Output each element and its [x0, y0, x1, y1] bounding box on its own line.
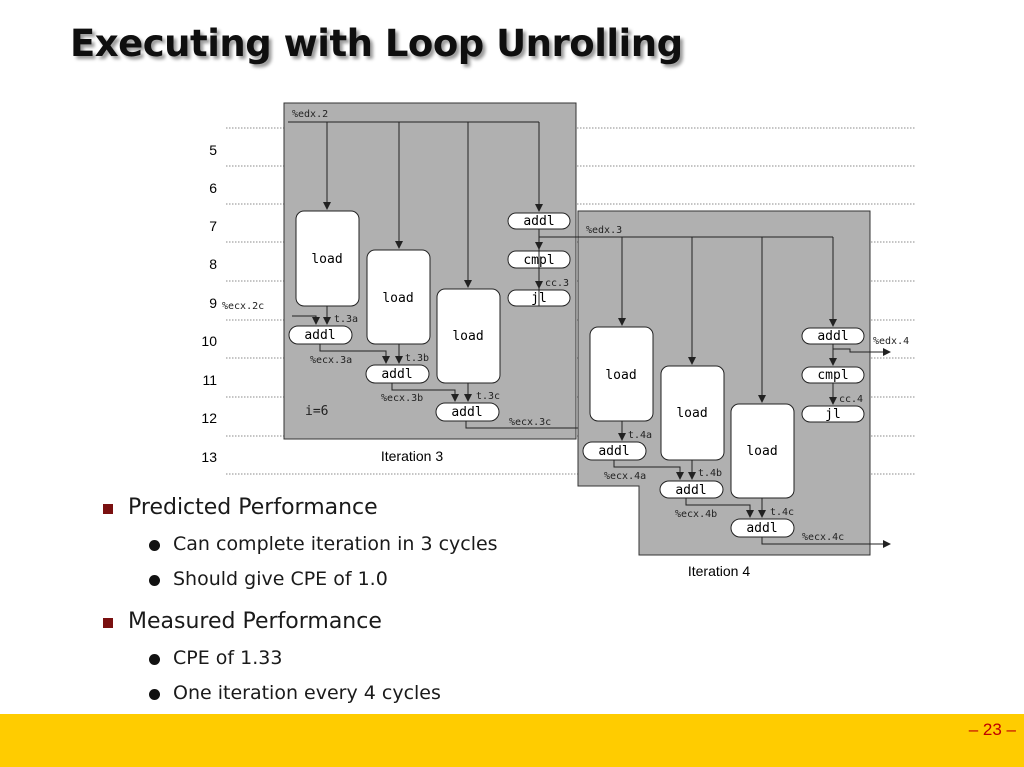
loop-index-label: i=6 — [305, 404, 328, 419]
section-heading: Measured Performance — [128, 609, 382, 634]
bullet-item: Can complete iteration in 3 cycles — [173, 533, 498, 555]
load-node: load — [746, 444, 777, 459]
cycle-label: 11 — [202, 372, 217, 388]
dataflow-diagram: 5 6 7 8 9 10 11 12 13 Iteration 3 %edx.2 — [201, 102, 915, 579]
temp-label: t.4a — [628, 430, 652, 441]
cycle-label: 10 — [201, 333, 217, 349]
addl-node: addl — [381, 367, 412, 382]
load-node: load — [452, 329, 483, 344]
page-number: – 23 – — [968, 720, 1016, 739]
bullet-dot — [149, 654, 160, 665]
ecx-label: %ecx.4c — [802, 532, 844, 543]
load-node: load — [382, 291, 413, 306]
bullet-dot — [149, 575, 160, 586]
section-heading: Predicted Performance — [128, 495, 378, 520]
addl-node: addl — [598, 444, 629, 459]
iteration-3-panel: Iteration 3 %edx.2 load load — [222, 102, 606, 464]
addl-node: addl — [523, 214, 554, 229]
footer-bar: – 23 – — [0, 714, 1024, 767]
temp-label: t.4c — [770, 507, 794, 518]
temp-label: t.3c — [476, 391, 500, 402]
ecx-in-label: %ecx.2c — [222, 301, 264, 312]
cc-label: cc.3 — [545, 278, 569, 289]
addl-node: addl — [675, 483, 706, 498]
bullet-square — [103, 618, 113, 628]
temp-label: t.4b — [698, 468, 722, 479]
ecx-label: %ecx.4b — [675, 509, 717, 520]
addl-node: addl — [304, 328, 335, 343]
bullet-square — [103, 504, 113, 514]
temp-label: t.3a — [334, 314, 358, 325]
bullet-item: One iteration every 4 cycles — [173, 682, 441, 704]
ecx-label: %ecx.3c — [509, 417, 551, 428]
cmpl-node: cmpl — [817, 368, 848, 383]
load-node: load — [605, 368, 636, 383]
addl-node: addl — [746, 521, 777, 536]
jl-node: jl — [825, 407, 841, 422]
bullet-dot — [149, 689, 160, 700]
iteration-4-caption: Iteration 4 — [688, 563, 750, 579]
cycle-label: 8 — [209, 256, 217, 272]
ecx-label: %ecx.4a — [604, 471, 646, 482]
edx-in-label: %edx.2 — [292, 109, 328, 120]
bullet-dot — [149, 540, 160, 551]
cycle-label: 7 — [209, 218, 217, 234]
addl-node: addl — [451, 405, 482, 420]
ecx-label: %ecx.3a — [310, 355, 352, 366]
iteration-3-caption: Iteration 3 — [381, 448, 443, 464]
cc-label: cc.4 — [839, 394, 863, 405]
edx-out-label: %edx.4 — [873, 336, 909, 347]
edx-in-label: %edx.3 — [586, 225, 622, 236]
cycle-label: 9 — [209, 295, 217, 311]
bullet-item: CPE of 1.33 — [173, 647, 283, 669]
slide-title: Executing with Loop Unrolling — [70, 22, 683, 65]
iteration-4-panel: Iteration 4 %edx.3 load load load — [538, 210, 909, 579]
temp-label: t.3b — [405, 353, 429, 364]
cycle-label: 6 — [209, 180, 217, 196]
load-node: load — [676, 406, 707, 421]
addl-node: addl — [817, 329, 848, 344]
cycle-label: 13 — [201, 449, 217, 465]
cycle-label: 12 — [201, 410, 217, 426]
ecx-label: %ecx.3b — [381, 393, 423, 404]
cycle-label: 5 — [209, 142, 217, 158]
bullet-item: Should give CPE of 1.0 — [173, 568, 388, 590]
load-node: load — [311, 252, 342, 267]
